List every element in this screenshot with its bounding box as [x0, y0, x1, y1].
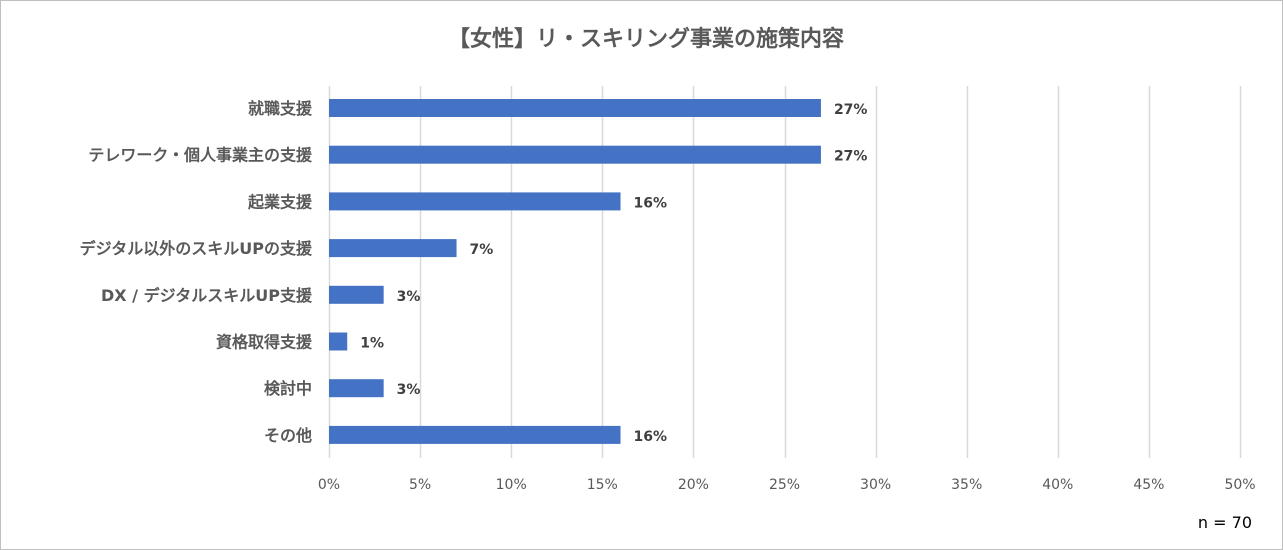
- data-label-3: 7%: [470, 242, 494, 258]
- category-label-3: デジタル以外のスキルUPの支援: [80, 239, 313, 258]
- data-label-7: 16%: [634, 429, 668, 445]
- data-label-4: 3%: [397, 289, 421, 305]
- grid-lines: [328, 86, 1242, 458]
- bar-7: [329, 425, 621, 444]
- x-tick-label-45: 45%: [1133, 477, 1164, 493]
- bar-4: [329, 285, 384, 304]
- data-label-2: 16%: [634, 195, 668, 211]
- bar-3: [329, 239, 457, 258]
- data-labels: 27% 27% 16% 7% 3% 1% 3% 16%: [360, 102, 867, 445]
- category-label-6: 検討中: [264, 379, 312, 398]
- x-tick-label-35: 35%: [951, 477, 982, 493]
- bar-1: [329, 145, 821, 164]
- x-tick-label-15: 15%: [587, 477, 618, 493]
- data-label-0: 27%: [834, 102, 868, 118]
- data-label-1: 27%: [834, 149, 868, 165]
- x-tick-label-5: 5%: [409, 477, 431, 493]
- x-tick-label-30: 30%: [860, 477, 891, 493]
- data-label-6: 3%: [397, 382, 421, 398]
- bar-6: [329, 379, 384, 398]
- category-label-0: 就職支援: [248, 99, 313, 118]
- category-label-1: テレワーク・個人事業主の支援: [88, 146, 313, 165]
- x-tick-label-0: 0%: [318, 477, 340, 493]
- bars: [329, 99, 821, 444]
- x-tick-label-25: 25%: [769, 477, 800, 493]
- bar-2: [329, 192, 621, 211]
- x-tick-label-10: 10%: [496, 477, 527, 493]
- category-label-4: DX / デジタルスキルUP支援: [101, 286, 313, 305]
- x-tick-label-50: 50%: [1224, 477, 1255, 493]
- x-tick-label-20: 20%: [678, 477, 709, 493]
- category-label-5: 資格取得支援: [216, 333, 313, 352]
- category-label-7: その他: [264, 426, 312, 445]
- bar-0: [329, 99, 821, 117]
- bar-5: [329, 332, 348, 351]
- chart-title: 【女性】リ・スキリング事業の施策内容: [448, 26, 844, 52]
- data-label-5: 1%: [360, 336, 384, 352]
- x-axis-tick-labels: 0% 5% 10% 15% 20% 25% 30% 35% 40% 45% 50%: [318, 477, 1256, 493]
- x-tick-label-40: 40%: [1042, 477, 1073, 493]
- category-label-2: 起業支援: [247, 192, 313, 211]
- sample-size-note: n = 70: [1198, 513, 1252, 532]
